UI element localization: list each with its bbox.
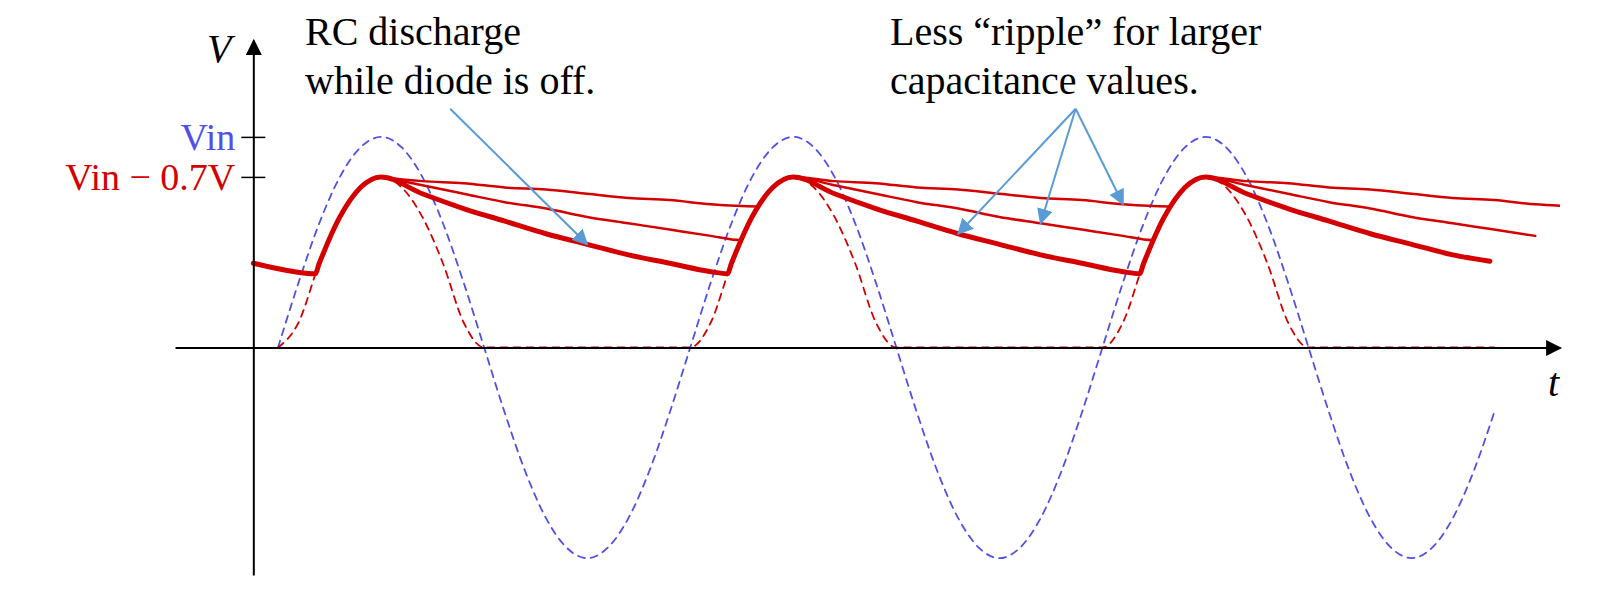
- annotations: RC dischargewhile diode is off. Less “rip…: [305, 9, 1261, 103]
- x-axis-title: t: [1548, 360, 1560, 405]
- annotation-arrows: [450, 109, 1123, 245]
- annotation: RC dischargewhile diode is off.: [305, 9, 595, 103]
- series-line: [381, 177, 1560, 206]
- annotation-arrow: [1076, 109, 1123, 204]
- annotation-line: capacitance values.: [890, 58, 1199, 103]
- series-line: [381, 177, 1535, 240]
- annotation: Less “ripple” for largercapacitance valu…: [890, 9, 1261, 103]
- y-tick: Vin − 0.7V: [65, 156, 265, 198]
- y-axis-line: [253, 41, 255, 576]
- y-axis-title: V: [207, 26, 236, 71]
- annotation-line: while diode is off.: [305, 58, 595, 103]
- series-line: [253, 177, 1490, 274]
- series-line: [278, 177, 1494, 348]
- y-tick-mark: [241, 177, 265, 179]
- chart-svg: VinVin − 0.7VVtRC dischargewhile diode i…: [0, 0, 1597, 590]
- annotation-line: Less “ripple” for larger: [890, 9, 1261, 54]
- y-tick-label: Vin − 0.7V: [65, 156, 236, 198]
- annotation-arrow: [958, 109, 1075, 234]
- y-tick-label: Vin: [181, 116, 236, 158]
- y-tick-mark: [241, 137, 265, 139]
- x-axis: [176, 348, 1561, 349]
- y-axis: VinVin − 0.7V: [65, 41, 265, 576]
- annotation-line: RC discharge: [305, 9, 521, 54]
- chart-root: VinVin − 0.7VVtRC dischargewhile diode i…: [0, 0, 1597, 590]
- y-tick: Vin: [181, 116, 266, 158]
- annotation-arrow: [1041, 109, 1076, 223]
- annotation-arrow: [450, 109, 587, 245]
- x-axis-line: [176, 347, 1561, 349]
